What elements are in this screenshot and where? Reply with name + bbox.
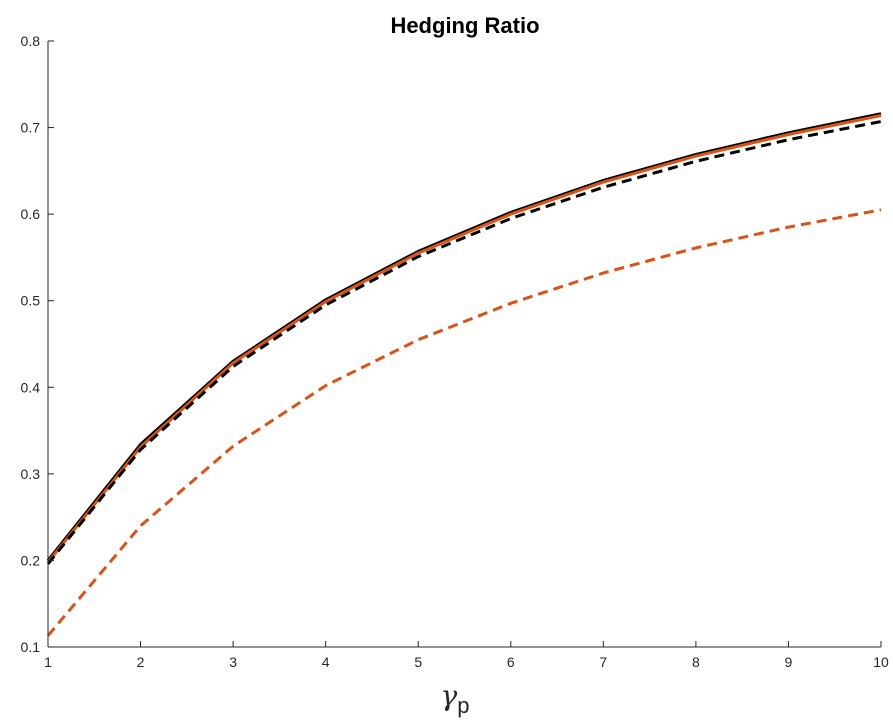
y-tick-label: 0.1 (21, 639, 41, 655)
x-tick-label: 3 (229, 654, 237, 670)
series-layer (46, 112, 882, 637)
x-tick-label: 4 (322, 654, 330, 670)
x-ticks: 1 2 3 4 5 6 7 8 9 10 (44, 641, 889, 670)
x-axis-label-subscript: p (457, 693, 469, 718)
x-tick-label: 1 (44, 654, 52, 670)
x-tick-label: 6 (507, 654, 515, 670)
x-tick-label: 5 (414, 654, 422, 670)
x-tick-label: 9 (785, 654, 793, 670)
series-line-1 (46, 112, 882, 562)
x-tick-label: 7 (599, 654, 607, 670)
y-tick-label: 0.3 (21, 466, 41, 482)
x-tick-label: 2 (137, 654, 145, 670)
series-line-2 (46, 114, 882, 564)
series-line-4 (46, 208, 882, 637)
y-tick-label: 0.5 (21, 293, 41, 309)
y-tick-label: 0.6 (21, 206, 41, 222)
y-tick-label: 0.8 (21, 33, 41, 49)
y-tick-label: 0.4 (21, 379, 41, 395)
x-tick-label: 8 (692, 654, 700, 670)
axes (47, 41, 881, 648)
x-tick-label: 10 (873, 654, 889, 670)
x-axis-label: γp (441, 679, 470, 718)
y-tick-label: 0.7 (21, 120, 41, 136)
y-ticks: 0.1 0.2 0.3 0.4 0.5 0.6 0.7 0.8 (21, 33, 54, 655)
chart-title: Hedging Ratio (390, 13, 539, 38)
y-tick-label: 0.2 (21, 552, 41, 568)
series-line-3 (46, 120, 882, 565)
x-axis-label-symbol: γ (441, 679, 458, 712)
